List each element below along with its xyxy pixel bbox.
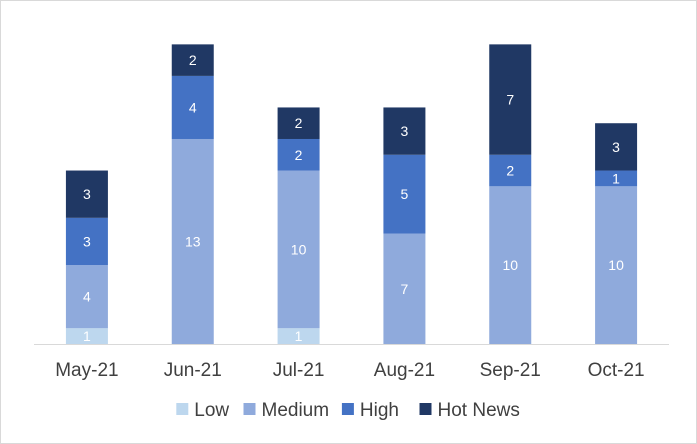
bar-segment bbox=[277, 328, 320, 344]
data-label: 4 bbox=[189, 99, 197, 115]
bar-segment bbox=[65, 170, 108, 218]
x-tick-label: Sep-21 bbox=[480, 360, 541, 381]
data-label: 4 bbox=[83, 289, 91, 305]
bar-segment bbox=[595, 123, 638, 171]
bar-segment bbox=[171, 138, 214, 344]
bar-segment bbox=[277, 107, 320, 139]
bar-segment bbox=[383, 107, 426, 155]
x-tick-label: May-21 bbox=[55, 360, 118, 381]
data-label: 10 bbox=[608, 257, 624, 273]
bar-segment bbox=[489, 186, 532, 344]
bar-segment bbox=[277, 170, 320, 329]
bar-segment bbox=[171, 75, 214, 139]
x-tick-label: Jun-21 bbox=[164, 360, 222, 381]
legend-swatch bbox=[419, 403, 432, 415]
bar-segment bbox=[65, 217, 108, 266]
legend-label: Medium bbox=[262, 400, 330, 421]
data-label: 5 bbox=[401, 186, 409, 202]
legend-swatch bbox=[176, 403, 189, 415]
bar-segment bbox=[595, 186, 638, 344]
legend-label: Hot News bbox=[438, 400, 520, 421]
x-tick-label: Jul-21 bbox=[273, 360, 325, 381]
data-label: 3 bbox=[612, 139, 620, 155]
legend-label: High bbox=[360, 400, 399, 421]
bar-segment bbox=[277, 138, 320, 171]
x-tick-label: Oct-21 bbox=[588, 360, 645, 381]
bar-segment bbox=[595, 170, 638, 187]
legend-swatch bbox=[243, 403, 256, 415]
legend-label: Low bbox=[194, 400, 229, 421]
data-label: 1 bbox=[612, 170, 620, 186]
data-label: 3 bbox=[401, 123, 409, 139]
data-label: 1 bbox=[83, 328, 91, 344]
bar-segment bbox=[65, 265, 108, 329]
legend-swatch bbox=[341, 403, 354, 415]
data-label: 2 bbox=[295, 115, 303, 131]
bar-segment bbox=[171, 44, 214, 76]
data-label: 10 bbox=[291, 241, 307, 257]
bar-segment bbox=[489, 154, 532, 187]
data-label: 1 bbox=[295, 328, 303, 344]
data-label: 10 bbox=[502, 257, 518, 273]
data-label: 3 bbox=[83, 233, 91, 249]
x-tick-label: Aug-21 bbox=[374, 360, 435, 381]
bar-segment bbox=[383, 233, 426, 344]
data-label: 2 bbox=[189, 52, 197, 68]
data-label: 13 bbox=[185, 233, 201, 249]
data-label: 2 bbox=[295, 147, 303, 163]
data-label: 3 bbox=[83, 186, 91, 202]
bar-segment bbox=[489, 44, 532, 155]
data-label: 2 bbox=[506, 163, 514, 179]
data-label: 7 bbox=[401, 281, 409, 297]
bar-segment bbox=[65, 328, 108, 344]
bar-segment bbox=[383, 154, 426, 234]
data-label: 7 bbox=[506, 92, 514, 108]
